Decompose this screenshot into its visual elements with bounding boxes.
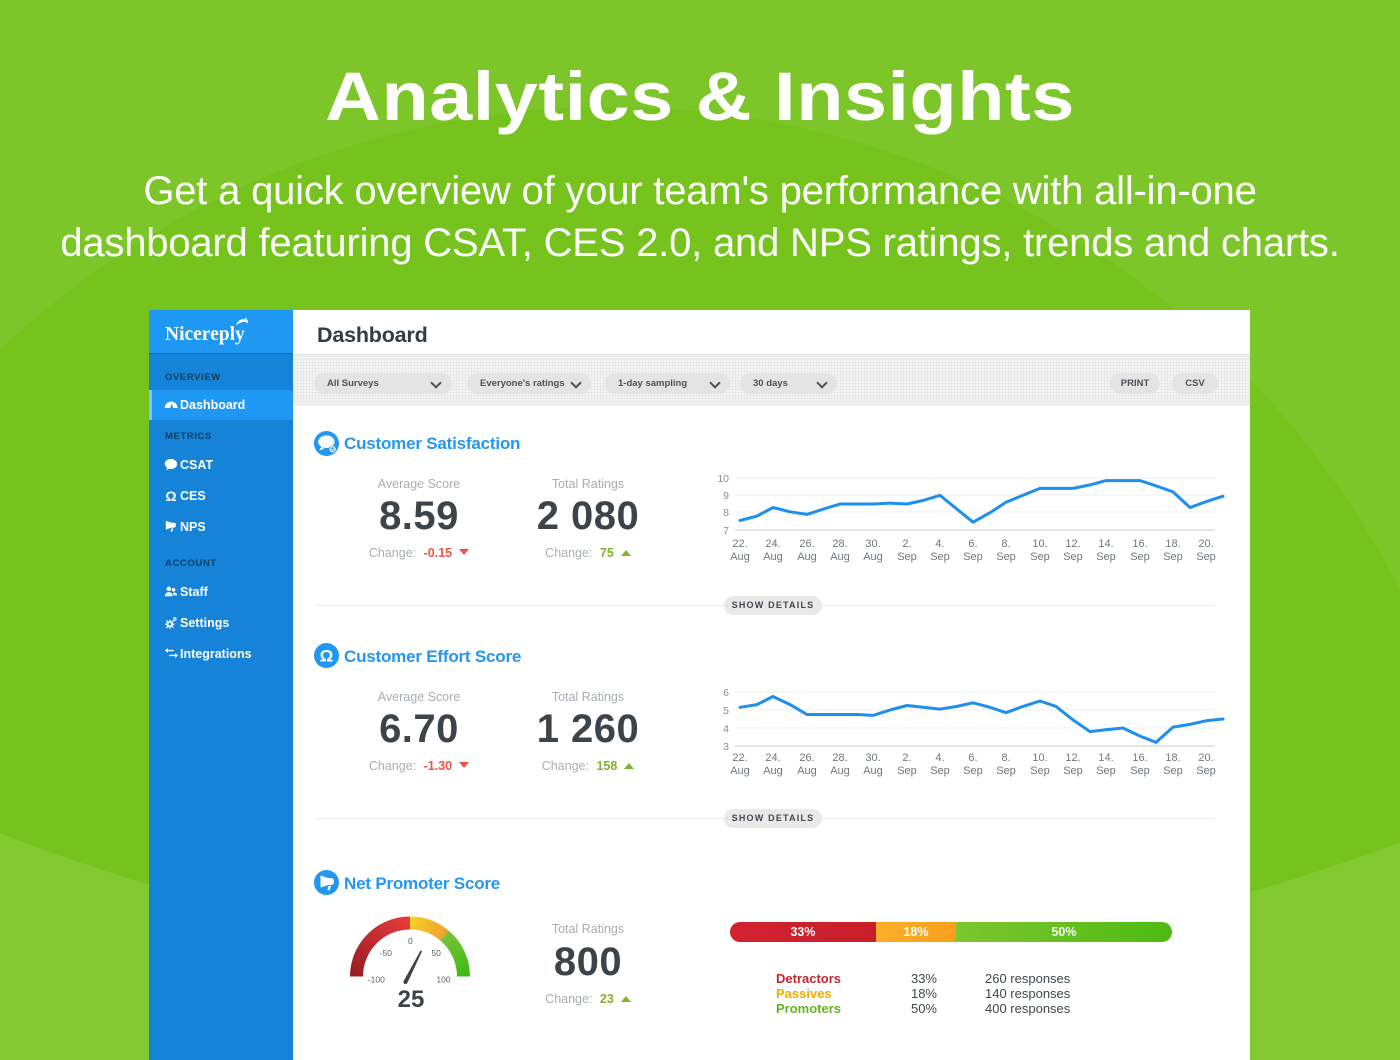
- svg-text:Ω: Ω: [165, 489, 176, 503]
- svg-text:Aug: Aug: [863, 551, 883, 563]
- svg-text:Sep: Sep: [1063, 551, 1083, 563]
- svg-text:25: 25: [398, 986, 425, 1013]
- svg-text:3: 3: [723, 741, 729, 753]
- svg-text:26.: 26.: [799, 752, 814, 764]
- svg-text:Sep: Sep: [1196, 551, 1216, 563]
- svg-text:-100: -100: [368, 975, 385, 985]
- svg-text:8.: 8.: [1001, 538, 1010, 550]
- svg-text:Sep: Sep: [963, 765, 983, 777]
- svg-text:Sep: Sep: [1030, 551, 1050, 563]
- svg-text:Sep: Sep: [897, 551, 917, 563]
- svg-text:22.: 22.: [732, 538, 747, 550]
- svg-text:28.: 28.: [832, 752, 847, 764]
- svg-text:Sep: Sep: [1196, 765, 1216, 777]
- svg-text:Aug: Aug: [730, 551, 750, 563]
- svg-text:10.: 10.: [1032, 538, 1047, 550]
- svg-text:6.: 6.: [968, 538, 977, 550]
- svg-text:Aug: Aug: [830, 765, 850, 777]
- svg-text:Sep: Sep: [1063, 765, 1083, 777]
- svg-text:Sep: Sep: [1163, 765, 1183, 777]
- svg-text:20.: 20.: [1198, 752, 1213, 764]
- svg-text:-50: -50: [380, 948, 393, 958]
- svg-text:Aug: Aug: [830, 551, 850, 563]
- svg-text:16.: 16.: [1132, 538, 1147, 550]
- svg-text:18.: 18.: [1165, 538, 1180, 550]
- svg-text:24.: 24.: [765, 752, 780, 764]
- svg-text:12.: 12.: [1065, 752, 1080, 764]
- svg-text:7: 7: [723, 525, 729, 537]
- svg-text:4: 4: [723, 723, 729, 735]
- svg-text:50: 50: [431, 948, 441, 958]
- svg-text:8.: 8.: [1001, 752, 1010, 764]
- svg-text:Ω: Ω: [320, 647, 334, 666]
- svg-text:22.: 22.: [732, 752, 747, 764]
- svg-text:0: 0: [408, 936, 413, 946]
- svg-text:Aug: Aug: [797, 551, 817, 563]
- svg-text:14.: 14.: [1098, 752, 1113, 764]
- svg-text:18.: 18.: [1165, 752, 1180, 764]
- svg-text:28.: 28.: [832, 538, 847, 550]
- svg-text:24.: 24.: [765, 538, 780, 550]
- svg-text:12.: 12.: [1065, 538, 1080, 550]
- svg-text:Sep: Sep: [1030, 765, 1050, 777]
- svg-text:9: 9: [723, 490, 729, 502]
- svg-text:100: 100: [436, 975, 450, 985]
- svg-text:26.: 26.: [799, 538, 814, 550]
- svg-text:4.: 4.: [935, 752, 944, 764]
- svg-text:10.: 10.: [1032, 752, 1047, 764]
- svg-text:30.: 30.: [865, 752, 880, 764]
- svg-text:Sep: Sep: [996, 765, 1016, 777]
- svg-text:Aug: Aug: [863, 765, 883, 777]
- svg-text:Sep: Sep: [996, 551, 1016, 563]
- svg-text:Sep: Sep: [1130, 551, 1150, 563]
- svg-text:Aug: Aug: [763, 765, 783, 777]
- svg-text:Aug: Aug: [797, 765, 817, 777]
- svg-text:Sep: Sep: [963, 551, 983, 563]
- svg-text:6.: 6.: [968, 752, 977, 764]
- svg-text:Sep: Sep: [1130, 765, 1150, 777]
- svg-text:6: 6: [723, 687, 729, 699]
- svg-text:5: 5: [723, 705, 729, 717]
- svg-text:2.: 2.: [902, 538, 911, 550]
- svg-text:2.: 2.: [902, 752, 911, 764]
- svg-text:Aug: Aug: [730, 765, 750, 777]
- svg-text:Sep: Sep: [1096, 765, 1116, 777]
- svg-text:Sep: Sep: [1163, 551, 1183, 563]
- svg-text:10: 10: [717, 473, 729, 485]
- svg-text:Sep: Sep: [1096, 551, 1116, 563]
- svg-text:Sep: Sep: [897, 765, 917, 777]
- svg-text:Sep: Sep: [930, 765, 950, 777]
- svg-text:20.: 20.: [1198, 538, 1213, 550]
- svg-text:4.: 4.: [935, 538, 944, 550]
- svg-text:14.: 14.: [1098, 538, 1113, 550]
- svg-text:Aug: Aug: [763, 551, 783, 563]
- svg-text:30.: 30.: [865, 538, 880, 550]
- svg-text:16.: 16.: [1132, 752, 1147, 764]
- svg-text:Sep: Sep: [930, 551, 950, 563]
- svg-text:8: 8: [723, 507, 729, 519]
